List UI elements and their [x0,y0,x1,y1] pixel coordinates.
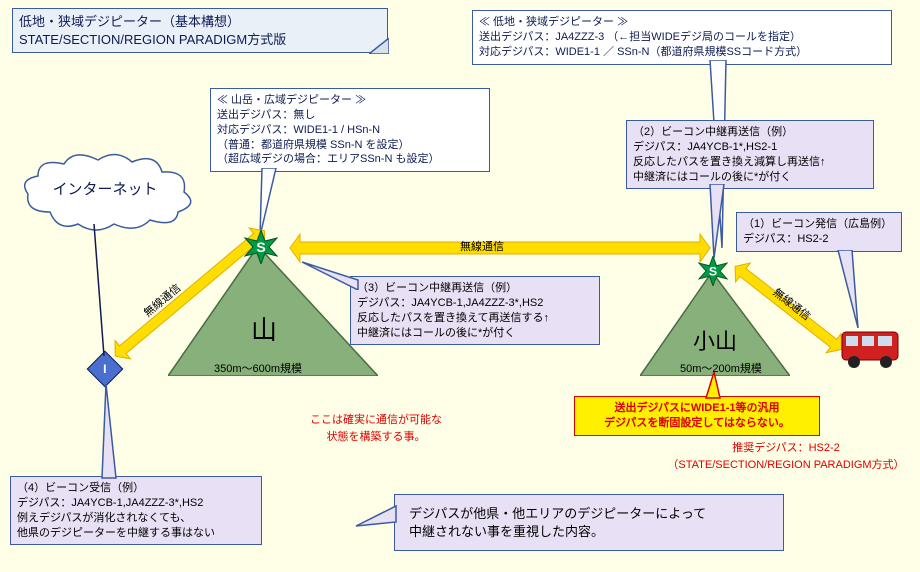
note-ensure-comm: ここは確実に通信が可能な 状態を構築する事。 [276,412,476,445]
star-s-small: S [698,256,730,288]
callout-beacon-3: （3）ビーコン中継再送信（例） デジパス：JA4YCB-1,JA4ZZZ-3*,… [350,276,600,345]
callout-beacon-1: （1）ビーコン発信（広島例） デジパス：HS2-2 [736,212,902,252]
callout-tail-p1 [832,250,862,330]
svg-text:S: S [256,239,265,255]
svg-text:S: S [709,264,717,278]
mountain-big-label: 山 [234,310,294,347]
callout-beacon-2: （2）ビーコン中継再送信（例） デジパス：JA4YCB-1*,HS2-1 反応し… [626,120,874,189]
star-s-big: S [244,230,276,262]
note-recommended-path: 推奨デジパス：HS2-2 （STATE/SECTION/REGION PARAD… [656,440,916,473]
callout-tail-summary [354,500,398,530]
mountain-small-label: 小山 [680,324,750,356]
callout-beacon-4: （4）ビーコン受信（例） デジパス：JA4YCB-1,JA4ZZZ-3*,HS2… [10,476,262,545]
callout-tail-p3 [300,260,360,290]
bus-icon [838,326,898,366]
callout-tail-p4 [94,384,124,480]
arrow-label-center: 無線通信 [460,238,504,254]
diagram-canvas: 低地・狭域デジピーター（基本構想） STATE/SECTION/REGION P… [0,0,920,572]
callout-tail-p2 [700,184,730,260]
line-cloud-i [82,222,112,362]
callout-tail-warn [700,372,726,400]
callout-warning: 送出デジパスにWIDE1-1等の汎用 デジパスを断固設定してはならない。 [574,396,820,436]
mountain-big-sub: 350m～600m規模 [214,360,302,376]
callout-summary: デジパスが他県・他エリアのデジピーターによって 中継されない事を重視した内容。 [394,494,784,551]
